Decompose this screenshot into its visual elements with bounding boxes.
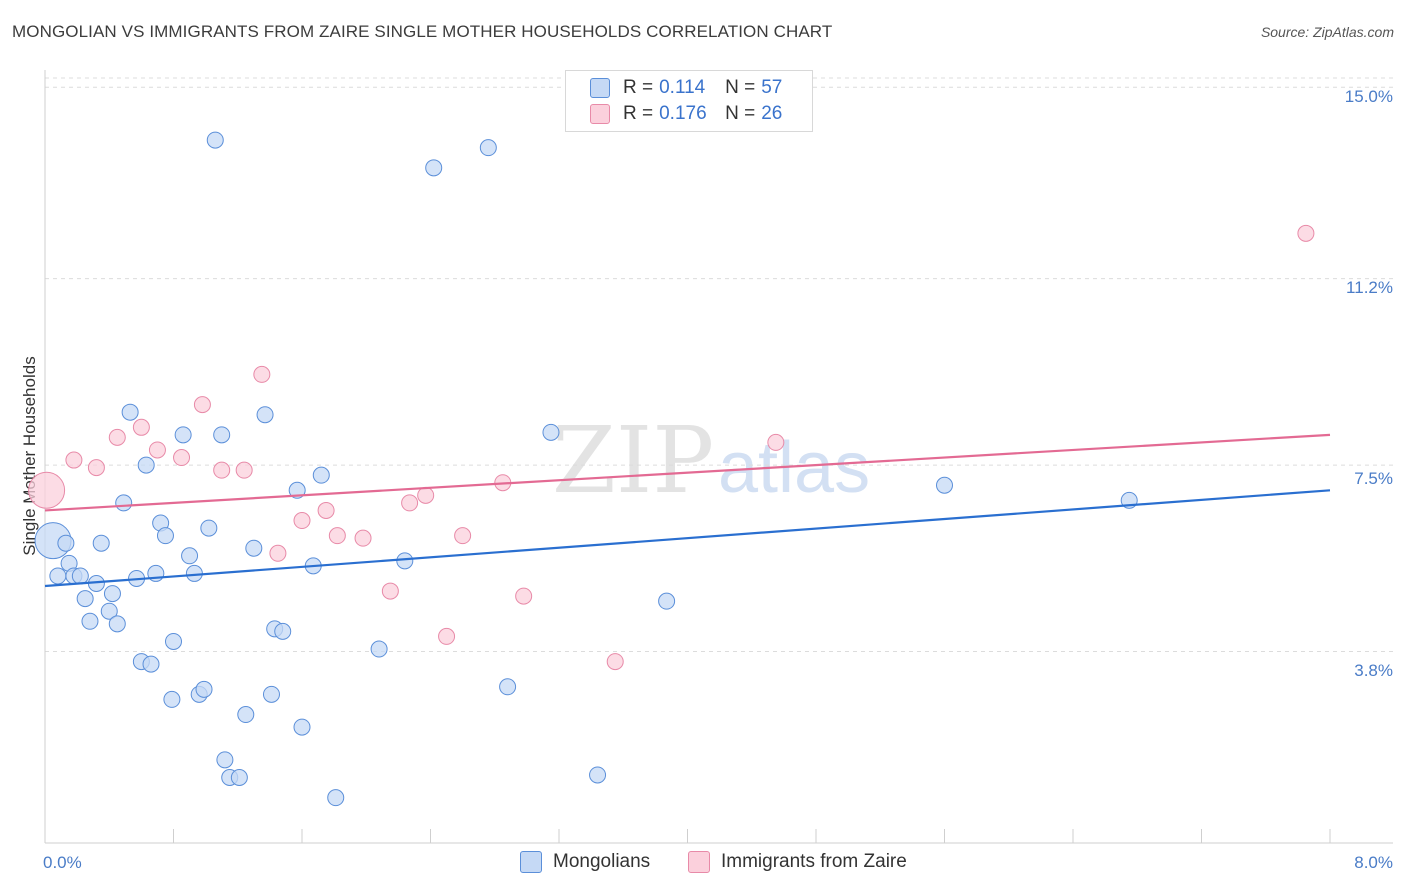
mongolian-point [103,585,121,603]
zaire-point [606,653,624,671]
zaire-point [253,365,271,383]
mongolian-point [425,159,443,177]
zaire-point [213,461,231,479]
legend-label: Mongolians [553,851,651,872]
blue-swatch [520,851,542,873]
legend-item-zaire: Immigrants from Zaire [688,851,907,873]
mongolian-point [542,423,560,441]
zaire-point [132,418,150,436]
zaire-point [515,587,533,605]
zaire-point [108,428,126,446]
zaire-point [193,396,211,414]
y-tick-label: 7.5% [1354,469,1393,488]
r-value: 0.176 [659,103,707,124]
mongolian-point [108,615,126,633]
mongolian-point [262,685,280,703]
mongolian-point [658,592,676,610]
zaire-point [328,527,346,545]
mongolian-point [121,403,139,421]
pink-swatch [590,104,610,124]
chart-title: MONGOLIAN VS IMMIGRANTS FROM ZAIRE SINGL… [12,22,833,41]
r-label: R = [623,103,654,124]
zaire-point [1297,224,1315,242]
zaire-point [401,494,419,512]
mongolian-trend-line [44,489,1331,588]
zaire-point [293,512,311,530]
zaire-point [173,449,191,467]
mongolian-point [936,476,953,494]
mongolian-point [589,766,607,784]
mongolian-point [327,789,345,807]
zaire-point [767,433,785,451]
zaire-point [454,527,472,545]
source-label: Source: ZipAtlas.com [1260,24,1394,40]
pink-swatch [688,851,710,873]
zaire-point [417,486,435,504]
mongolian-point [71,567,89,585]
mongolian-point [92,534,110,552]
x-tick-label: 0.0% [43,853,82,872]
stats-row-mongolians: R = 0.114 N = 57 [590,76,782,100]
legend-label: Immigrants from Zaire [721,851,907,872]
mongolian-point [396,552,414,570]
mongolian-point [100,602,118,620]
mongolian-point [165,632,182,650]
zaire-point [148,441,166,459]
mongolian-point [115,494,133,512]
mongolian-point [245,539,263,557]
mongolian-point [76,590,94,608]
y-tick-label: 15.0% [1344,87,1393,106]
zaire-point [381,582,399,600]
y-tick-label: 3.8% [1354,661,1393,680]
zaire-point [317,501,335,519]
zaire-point [28,471,66,509]
n-value: 26 [761,103,783,124]
n-label: N = [725,77,756,98]
mongolian-point [195,680,213,698]
zaire-point [269,544,287,562]
mongolian-point [213,426,231,444]
legend-item-mongolians: Mongolians [520,851,650,873]
n-value: 57 [761,77,783,98]
blue-swatch [590,78,610,98]
watermark-zip: ZIP [552,407,714,514]
mongolian-point [499,678,517,696]
zaire-point [65,451,83,469]
mongolian-point [174,426,192,444]
mongolian-point [206,131,224,149]
zaire-point [354,529,372,547]
mongolian-point [256,406,274,424]
mongolian-point [200,519,218,537]
mongolian-point [156,527,174,545]
stats-row-zaire: R = 0.176 N = 26 [590,102,782,126]
y-tick-label: 11.2% [1346,278,1393,297]
zaire-point [235,461,253,479]
zaire-point [438,627,456,645]
mongolian-point [293,718,311,736]
mongolian-point [237,706,255,724]
mongolian-point [479,139,497,157]
mongolian-point [312,466,330,484]
n-label: N = [725,103,756,124]
mongolian-point [49,567,67,585]
mongolian-point [57,534,75,552]
mongolian-point [81,612,99,630]
mongolian-point [142,655,160,673]
mongolian-point [274,622,292,640]
zaire-trend-line [44,433,1331,512]
r-label: R = [623,77,654,98]
mongolian-point [181,547,199,565]
zaire-point [87,459,105,477]
r-value: 0.114 [659,77,706,98]
mongolian-point [216,751,234,769]
stats-legend: R = 0.114 N = 57 R = 0.176 N = 26 [565,70,813,132]
x-tick-label: 8.0% [1354,853,1393,872]
watermark-atlas: atlas [718,428,870,508]
mongolian-point [163,690,181,708]
mongolian-point [230,768,248,786]
mongolian-point [370,640,388,658]
mongolian-point [137,456,155,474]
